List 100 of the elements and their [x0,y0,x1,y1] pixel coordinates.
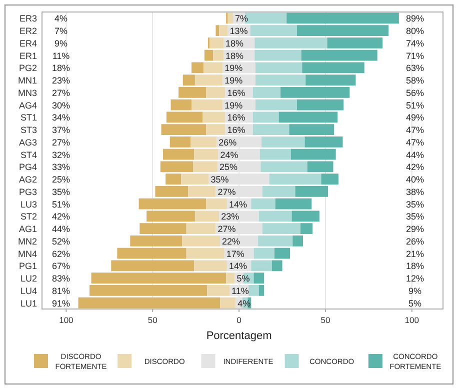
y-tick-label: PG4 [18,162,37,172]
x-tick-label: 50 [320,315,330,325]
annotation: 91% [52,298,70,308]
annotation: 80% [406,26,424,36]
annotation: 83% [52,274,70,284]
annotation: 7% [54,26,68,36]
annotation: 42% [52,212,70,222]
data-label: 4% [238,298,251,308]
y-tick-label: MN4 [18,248,37,259]
annotation: 30% [52,100,70,110]
y-tick-label: PG1 [18,261,37,272]
annotation: 33% [52,162,70,172]
data-label: 14% [228,261,247,272]
data-label: 13% [230,26,248,36]
annotation: 38% [406,186,424,197]
annotation: 81% [52,286,70,296]
data-label: 19% [224,76,243,86]
data-label: 23% [221,212,240,222]
annotation: 21% [406,248,424,259]
y-tick-label: LU2 [20,274,37,284]
y-tick-label: AG2 [18,174,37,185]
data-label: 17% [226,248,244,259]
annotation: 52% [52,236,70,246]
y-tick-label: AG3 [18,137,37,148]
data-label: 16% [227,88,246,98]
data-label: 7% [234,14,248,24]
data-label: 19% [224,100,243,110]
data-label: 22% [222,236,240,246]
y-tick-label: AG1 [18,224,37,234]
y-tick-label: LU4 [20,286,37,296]
annotation: 37% [52,125,70,136]
annotation: 63% [406,63,424,74]
y-tick-label: LU3 [20,199,37,210]
annotation: 4% [54,14,68,24]
annotation: 34% [52,112,70,123]
data-label: 27% [218,186,236,197]
y-tick-label: ER4 [19,38,37,48]
x-axis-title: Porcentagem [206,330,272,342]
data-label: 18% [225,50,244,61]
y-tick-label: ER2 [19,26,37,36]
annotation: 9% [408,286,422,296]
data-label: 16% [227,112,246,123]
annotation: 62% [52,248,70,259]
annotation: 5% [408,298,422,308]
annotation: 47% [406,137,424,148]
data-label: 18% [225,38,244,48]
annotation: 56% [406,88,424,98]
annotation: 27% [52,137,70,148]
y-tick-label: PG2 [18,63,37,74]
bar [228,12,233,24]
y-tick-label: ST1 [20,112,37,123]
data-label: 5% [236,274,250,284]
data-label: 25% [219,162,238,172]
annotation: 35% [406,199,424,210]
annotation: 26% [406,236,424,246]
annotation: 27% [52,88,70,98]
x-tick-label: 0 [236,315,242,325]
y-tick-label: LU1 [20,298,37,308]
data-label: 26% [218,137,237,148]
annotation: 44% [406,150,424,160]
data-label: 16% [227,125,246,136]
data-label: 27% [218,224,236,234]
data-label: 14% [228,199,247,210]
y-tick-label: MN1 [18,76,37,86]
annotation: 18% [406,261,424,272]
data-label: 19% [224,63,243,74]
annotation: 23% [52,76,70,86]
annotation: 18% [52,63,70,74]
y-tick-label: MN3 [18,88,37,98]
y-tick-label: ER3 [19,14,37,24]
annotation: 35% [406,212,424,222]
annotation: 25% [52,174,70,185]
annotation: 40% [406,174,424,185]
annotation: 44% [52,224,70,234]
x-tick-label: 100 [404,315,420,325]
data-label: 11% [232,286,249,296]
annotation: 74% [406,38,424,48]
annotation: 58% [406,76,424,86]
y-tick-label: AG4 [18,100,37,110]
annotation: 51% [52,199,70,210]
annotation: 49% [406,112,424,123]
annotation: 29% [406,224,424,234]
annotation: 47% [406,125,424,136]
annotation: 11% [52,50,70,61]
annotation: 32% [52,150,70,160]
annotation: 35% [52,186,70,197]
y-tick-label: ST2 [20,212,37,222]
annotation: 67% [52,261,70,272]
bar [216,25,220,36]
annotation: 42% [406,162,424,172]
y-tick-label: ST3 [20,125,37,136]
y-tick-label: PG3 [18,186,37,197]
data-label: 24% [220,150,238,160]
annotation: 12% [406,274,424,284]
y-tick-label: ER1 [19,50,37,61]
annotation: 71% [406,50,424,61]
annotation: 89% [406,14,424,24]
data-label: 35% [210,174,229,185]
x-tick-label: 50 [148,315,158,325]
annotation: 9% [54,38,68,48]
